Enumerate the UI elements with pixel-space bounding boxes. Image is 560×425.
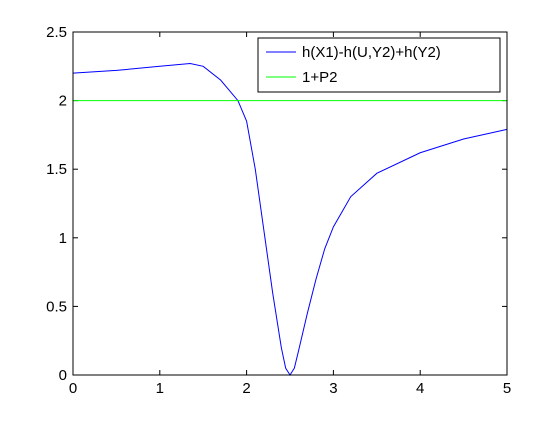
y-tick-label: 2.5	[46, 24, 67, 41]
x-tick-label: 3	[329, 380, 337, 397]
x-tick-label: 2	[242, 380, 250, 397]
y-tick-label: 0	[59, 367, 67, 384]
line	[72, 63, 508, 376]
x-tick-label: 0	[69, 380, 77, 397]
legend-label: 1+P2	[302, 69, 337, 86]
y-tick-label: 1.5	[46, 161, 67, 178]
y-tick-label: 1	[59, 230, 67, 247]
x-tick-label: 1	[156, 380, 164, 397]
x-tick-label: 4	[416, 380, 424, 397]
y-tick-label: 0.5	[46, 298, 67, 315]
y-tick-label: 2	[59, 93, 67, 110]
legend-label: h(X1)-h(U,Y2)+h(Y2)	[302, 44, 441, 61]
x-tick-label: 5	[503, 380, 511, 397]
axes-box	[72, 31, 508, 376]
legend-box	[257, 37, 501, 93]
